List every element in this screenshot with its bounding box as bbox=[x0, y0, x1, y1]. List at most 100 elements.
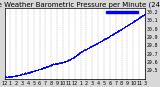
Point bbox=[112, 33, 115, 34]
Point bbox=[94, 43, 96, 44]
Point bbox=[133, 20, 136, 21]
Point bbox=[83, 49, 85, 50]
Point bbox=[63, 61, 65, 63]
Point bbox=[18, 74, 20, 75]
Point bbox=[29, 72, 31, 73]
Point bbox=[100, 40, 103, 41]
Point bbox=[6, 76, 8, 78]
Point bbox=[70, 58, 73, 59]
Point bbox=[108, 35, 111, 36]
Point bbox=[115, 31, 118, 32]
Point bbox=[122, 27, 124, 28]
Point bbox=[131, 21, 134, 22]
Point bbox=[64, 60, 67, 62]
Point bbox=[19, 74, 21, 75]
Point bbox=[143, 13, 146, 15]
Point bbox=[32, 70, 34, 72]
Point bbox=[4, 76, 6, 78]
Point bbox=[60, 62, 63, 63]
Point bbox=[53, 63, 56, 65]
Point bbox=[3, 76, 6, 77]
Point bbox=[42, 67, 45, 69]
Point bbox=[104, 37, 107, 39]
Point bbox=[30, 71, 33, 72]
Point bbox=[14, 75, 16, 76]
Point bbox=[116, 31, 119, 32]
Point bbox=[55, 63, 57, 64]
Point bbox=[116, 30, 119, 32]
Point bbox=[55, 63, 58, 65]
Point bbox=[123, 26, 126, 28]
Point bbox=[11, 75, 13, 77]
Point bbox=[18, 74, 21, 75]
Point bbox=[72, 57, 74, 58]
Point bbox=[23, 73, 25, 75]
Point bbox=[50, 64, 53, 65]
Point bbox=[35, 69, 37, 70]
Point bbox=[12, 75, 15, 77]
Point bbox=[26, 72, 29, 74]
Point bbox=[71, 57, 74, 59]
Point bbox=[4, 76, 6, 77]
Point bbox=[102, 39, 105, 40]
Point bbox=[107, 36, 110, 38]
Point bbox=[127, 24, 130, 25]
Point bbox=[50, 64, 52, 66]
Point bbox=[51, 63, 54, 65]
Point bbox=[76, 54, 79, 55]
Point bbox=[43, 66, 46, 68]
Point bbox=[28, 72, 30, 73]
Point bbox=[4, 76, 7, 77]
Point bbox=[9, 76, 11, 77]
Point bbox=[22, 73, 24, 74]
Point bbox=[85, 48, 87, 49]
Point bbox=[34, 70, 37, 71]
Point bbox=[54, 63, 57, 64]
Point bbox=[77, 53, 80, 54]
Point bbox=[11, 75, 14, 77]
Point bbox=[123, 27, 126, 28]
Point bbox=[106, 37, 108, 38]
Point bbox=[136, 18, 139, 19]
Point bbox=[119, 29, 122, 31]
Point bbox=[67, 60, 70, 61]
Point bbox=[11, 75, 13, 77]
Point bbox=[121, 28, 124, 29]
Point bbox=[86, 47, 88, 48]
Point bbox=[99, 40, 101, 42]
Point bbox=[139, 16, 141, 18]
Point bbox=[144, 13, 146, 14]
Point bbox=[90, 45, 92, 47]
Point bbox=[77, 53, 80, 55]
Point bbox=[133, 21, 135, 22]
Point bbox=[132, 21, 135, 22]
Point bbox=[60, 62, 63, 63]
Point bbox=[83, 49, 85, 51]
Point bbox=[75, 54, 78, 56]
Point bbox=[95, 43, 97, 44]
Point bbox=[96, 43, 98, 44]
Point bbox=[16, 75, 18, 76]
Point bbox=[12, 75, 15, 76]
Point bbox=[28, 72, 31, 73]
Point bbox=[140, 15, 143, 16]
Point bbox=[111, 35, 113, 36]
Point bbox=[103, 38, 106, 39]
Point bbox=[127, 23, 130, 25]
Point bbox=[31, 70, 34, 72]
Point bbox=[24, 73, 26, 74]
Point bbox=[140, 16, 143, 17]
Point bbox=[53, 63, 55, 65]
Point bbox=[16, 75, 18, 76]
Point bbox=[24, 73, 26, 74]
Point bbox=[51, 64, 54, 65]
Point bbox=[114, 32, 116, 33]
Point bbox=[53, 63, 56, 64]
Point bbox=[83, 49, 86, 50]
Point bbox=[62, 62, 64, 63]
Point bbox=[8, 76, 10, 77]
Point bbox=[86, 48, 88, 49]
Point bbox=[24, 72, 26, 73]
Point bbox=[18, 74, 21, 76]
Point bbox=[80, 50, 83, 52]
